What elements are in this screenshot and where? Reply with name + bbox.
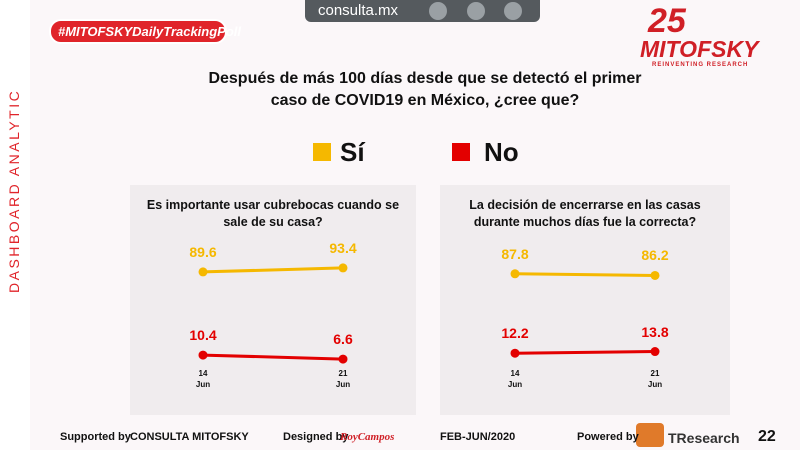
x-tick-label: 21 Jun	[335, 369, 351, 389]
legend-swatch	[313, 143, 331, 161]
side-label: DASHBOARD ANALYTIC	[6, 88, 22, 293]
twitter-icon	[429, 2, 447, 20]
footer-text: FEB-JUN/2020	[440, 431, 516, 443]
hashtag-pill	[49, 19, 227, 44]
panel-title: Es importante usar cubrebocas cuando se …	[146, 198, 400, 229]
hashtag: #MITOFSKYDailyTrackingPoll	[58, 24, 242, 39]
data-point	[198, 350, 208, 360]
data-label: 86.2	[641, 247, 669, 264]
x-tick-label: 21 Jun	[647, 369, 663, 389]
data-point	[198, 267, 208, 277]
question: Después de más 100 días desde que se det…	[208, 70, 642, 109]
footer-text: Supported by	[60, 431, 131, 443]
panel	[440, 185, 730, 415]
data-point	[650, 347, 660, 357]
panel-title: La decisión de encerrarse en las casas d…	[469, 198, 701, 229]
legend-label: Sí	[340, 137, 365, 167]
series-line	[202, 353, 344, 361]
data-label: 93.4	[329, 239, 357, 256]
data-label: 12.2	[501, 325, 529, 342]
legend-swatch	[452, 143, 470, 161]
logo-tagline: REINVENTING RESEARCH	[652, 62, 749, 68]
data-point	[338, 354, 348, 364]
footer-text: Designed by	[283, 431, 349, 443]
footer-text: Powered by	[577, 431, 639, 443]
logo: MITOFSKY	[640, 36, 759, 62]
data-point	[338, 263, 348, 273]
site[interactable]: consulta.mx	[318, 2, 399, 19]
data-label: 89.6	[189, 243, 217, 260]
series-line	[514, 350, 656, 355]
data-label: 87.8	[501, 245, 529, 262]
youtube-icon	[504, 2, 522, 20]
page-number: 22	[758, 428, 776, 445]
x-tick-label: 14 Jun	[195, 369, 211, 389]
data-label: 6.6	[333, 331, 353, 348]
footer-text: RoyCampos	[340, 431, 395, 443]
legend-label: No	[484, 137, 519, 167]
data-label: 13.8	[641, 323, 669, 340]
series-line	[514, 272, 656, 277]
data-point	[510, 269, 520, 279]
data-point	[510, 348, 520, 358]
footer-text: CONSULTA MITOFSKY	[130, 431, 249, 443]
data-point	[650, 270, 660, 280]
series-line	[202, 266, 344, 274]
logo-number: 25	[648, 2, 686, 40]
x-tick-label: 14 Jun	[507, 369, 523, 389]
footer-text: TResearch	[668, 430, 740, 446]
tresearch-icon	[636, 423, 664, 447]
data-label: 10.4	[189, 327, 217, 344]
side-strip	[0, 0, 30, 450]
panel	[130, 185, 416, 415]
facebook-icon	[467, 2, 485, 20]
